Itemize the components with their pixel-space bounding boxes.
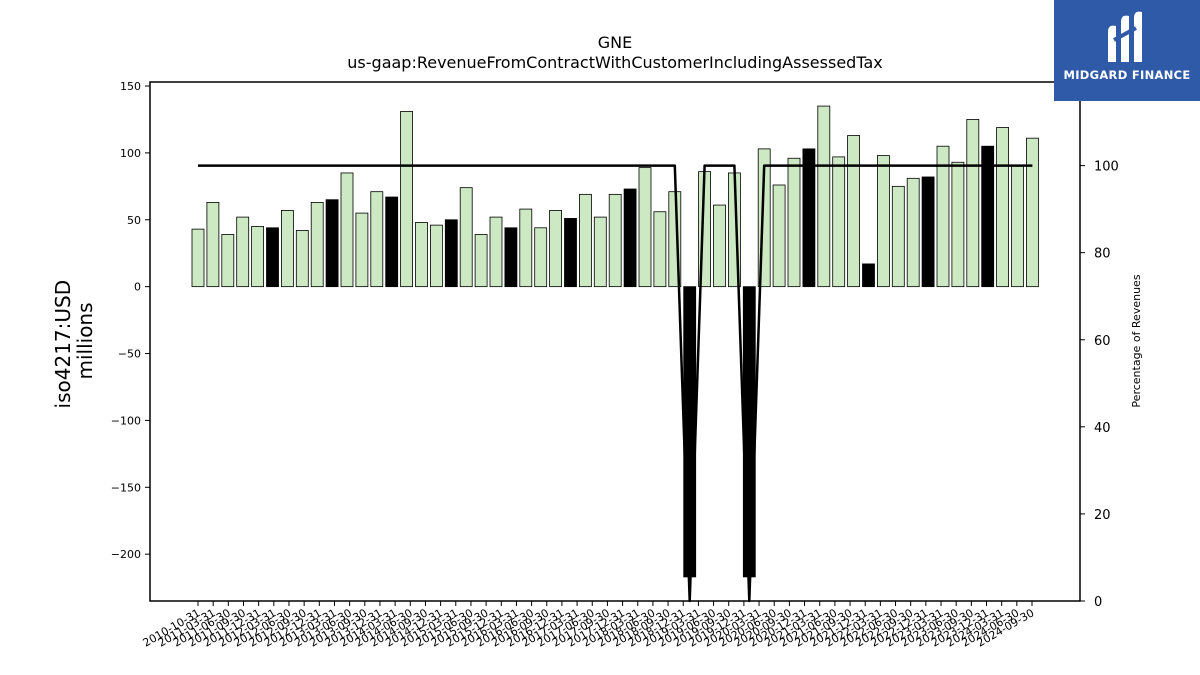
bar [370, 191, 384, 288]
bar [459, 187, 473, 288]
y2-tick-label: 0 [1094, 595, 1102, 610]
x-axis-ticks: 2010-10-312011-03-312011-06-302011-09-30… [141, 601, 1037, 650]
bar [221, 234, 235, 288]
bar [817, 105, 831, 288]
plot-frame [149, 81, 1081, 602]
bar [519, 208, 533, 288]
bar [191, 228, 205, 288]
bar [385, 196, 399, 288]
y-tick-label: −200 [111, 548, 141, 561]
bar [251, 226, 265, 288]
bar [638, 167, 652, 288]
midgard-logo-icon [1108, 11, 1142, 63]
bar [921, 176, 935, 288]
y2-tick-label: 20 [1094, 508, 1111, 523]
bar [474, 234, 488, 288]
y2-axis-label: Percentage of Revenues [1130, 274, 1143, 407]
bar [415, 222, 428, 288]
bar [295, 230, 309, 288]
bar [489, 216, 503, 288]
bar [966, 119, 980, 288]
bar [400, 111, 414, 288]
bar [340, 172, 354, 288]
bar [772, 184, 786, 288]
bar [906, 177, 920, 288]
bar [951, 161, 965, 288]
bar [504, 227, 518, 288]
bar [1011, 164, 1024, 288]
bar [444, 219, 458, 288]
percent-line-path [198, 164, 1033, 603]
bar [623, 188, 637, 288]
percent-line [198, 164, 1033, 603]
bar [1026, 137, 1039, 288]
bar [355, 212, 369, 288]
bar [713, 204, 726, 288]
y-tick-label: −50 [118, 348, 141, 361]
bar [683, 286, 697, 578]
y-axis-label-line1: iso4217:USD [51, 280, 75, 409]
y-tick-label: −100 [111, 414, 141, 427]
bar [236, 216, 250, 288]
y2-tick-label: 100 [1094, 160, 1119, 175]
bar [891, 185, 905, 288]
y2-tick-label: 60 [1094, 334, 1111, 349]
logo-text: MIDGARD FINANCE [1063, 68, 1191, 82]
bar [280, 210, 294, 288]
bar [742, 286, 756, 578]
chart-subtitle: us-gaap:RevenueFromContractWithCustomerI… [347, 53, 882, 72]
y-tick-label: 50 [127, 214, 141, 227]
bar [981, 145, 995, 288]
bar [266, 227, 279, 288]
y-tick-label: 100 [120, 147, 141, 160]
bar [429, 224, 443, 288]
y-axis-ticks: −200 −150 −100 −50 0 50 100 150 [111, 80, 150, 561]
bar [832, 156, 846, 288]
bar [534, 227, 548, 288]
bar [847, 135, 860, 288]
chart-title: GNE [598, 33, 632, 52]
y-axis-label: iso4217:USD millions [51, 274, 97, 409]
bar [936, 145, 950, 288]
bar [802, 148, 816, 288]
bar [877, 155, 890, 288]
y-tick-label: 0 [134, 281, 141, 294]
bar [593, 216, 607, 288]
midgard-finance-logo: MIDGARD FINANCE [1054, 0, 1200, 101]
y2-axis-ticks: 0 20 40 60 80 100 [1080, 160, 1119, 610]
bar [579, 193, 592, 288]
bar-series [191, 105, 1039, 578]
bar [787, 157, 801, 288]
bar [564, 218, 577, 288]
bar [325, 199, 339, 288]
bar [206, 201, 220, 288]
y2-tick-label: 40 [1094, 421, 1111, 436]
y-tick-label: −150 [111, 481, 141, 494]
y2-tick-label: 80 [1094, 247, 1111, 262]
y-tick-label: 150 [120, 80, 141, 93]
y-axis-label-line2: millions [73, 302, 97, 379]
bar [862, 263, 875, 288]
bar [310, 201, 324, 288]
bar [653, 211, 667, 288]
bar [549, 210, 562, 288]
bar [608, 193, 622, 288]
bar [996, 127, 1009, 288]
